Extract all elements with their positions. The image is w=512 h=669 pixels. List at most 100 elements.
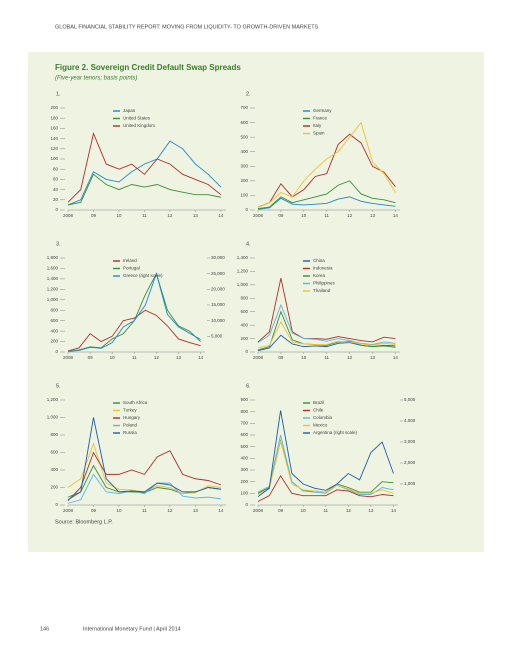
- y-tick-label: 800: [50, 307, 58, 312]
- y-tick-label: 300: [240, 467, 248, 472]
- y-tick-label: 400: [240, 149, 248, 154]
- series-line: [67, 473, 221, 504]
- figure-panel: [28, 52, 484, 552]
- series-line: [257, 474, 394, 502]
- y-tick-label: 200: [240, 178, 248, 183]
- y-tick-label: 1,200: [47, 287, 59, 292]
- y-tick-label: 800: [240, 409, 248, 414]
- y-tick-label: 0: [55, 207, 58, 212]
- legend-label: Germany: [313, 108, 332, 113]
- y-tick-label: 600: [50, 450, 58, 455]
- x-tick-label: 13: [370, 355, 376, 360]
- x-tick-label: 13: [368, 508, 374, 513]
- legend-label: Argentina (right scale): [313, 430, 358, 435]
- x-tick-label: 2008: [63, 355, 74, 360]
- x-tick-label: 13: [176, 355, 182, 360]
- legend-label: Chile: [313, 408, 324, 413]
- y-tick-label: 1,000: [47, 415, 59, 420]
- series-line: [257, 410, 394, 497]
- series-line: [257, 121, 396, 208]
- x-tick-label: 11: [132, 355, 137, 360]
- y2-tick-label: 10,000: [211, 318, 225, 323]
- series-line: [67, 272, 201, 352]
- series-line: [257, 310, 396, 351]
- panel-label: 5.: [56, 383, 61, 389]
- y-tick-label: 180: [50, 115, 58, 120]
- y-tick-label: 400: [50, 467, 58, 472]
- y-tick-label: 900: [240, 397, 248, 402]
- y-tick-label: 1,800: [47, 255, 59, 260]
- x-tick-label: 10: [116, 508, 122, 513]
- legend-label: Hungary: [123, 415, 141, 420]
- x-tick-label: 14: [218, 508, 224, 513]
- x-tick-label: 13: [193, 213, 199, 218]
- y-tick-label: 140: [50, 136, 58, 141]
- legend-label: Portugal: [123, 266, 140, 271]
- series-line: [67, 132, 222, 203]
- y2-tick-label: 15,000: [211, 302, 225, 307]
- figure-title: Figure 2. Sovereign Credit Default Swap …: [55, 63, 241, 72]
- legend-label: Thailand: [313, 288, 331, 293]
- legend-label: Poland: [123, 423, 138, 428]
- x-tick-label: 2008: [63, 213, 74, 218]
- y-tick-label: 200: [240, 336, 248, 341]
- y2-tick-label: 5,000: [404, 397, 416, 402]
- series-line: [257, 440, 394, 495]
- y-tick-label: 800: [50, 432, 58, 437]
- y2-tick-label: 5,000: [211, 334, 223, 339]
- figure-subtitle: (Five-year tenors; basis points): [55, 76, 137, 82]
- legend-label: Colombia: [313, 415, 333, 420]
- y-tick-label: 800: [240, 295, 248, 300]
- page-number: 146: [40, 626, 49, 632]
- panel-label: 4.: [246, 241, 251, 247]
- y-tick-label: 120: [50, 146, 58, 151]
- legend-label: Japan: [123, 108, 136, 113]
- legend-label: Philippines: [313, 281, 336, 286]
- y-tick-label: 600: [240, 309, 248, 314]
- y2-tick-label: 4,000: [404, 418, 416, 423]
- legend-label: Indonesia: [313, 266, 333, 271]
- y-tick-label: 160: [50, 126, 58, 131]
- x-tick-label: 10: [110, 355, 116, 360]
- x-tick-label: 2008: [253, 355, 264, 360]
- y-tick-label: 500: [240, 134, 248, 139]
- y2-tick-label: 1,000: [404, 481, 416, 486]
- y-tick-label: 200: [50, 485, 58, 490]
- x-tick-label: 12: [347, 213, 353, 218]
- legend-label: Mexico: [313, 423, 328, 428]
- x-tick-label: 11: [324, 213, 329, 218]
- legend-label: Korea: [313, 273, 326, 278]
- y-tick-label: 700: [240, 105, 248, 110]
- y2-tick-label: 2,000: [404, 460, 416, 465]
- y-tick-label: 1,400: [47, 276, 59, 281]
- footer-text: International Monetary Fund | April 2014: [83, 626, 181, 632]
- x-tick-label: 10: [116, 213, 122, 218]
- legend-label: China: [313, 258, 325, 263]
- series-line: [257, 180, 396, 209]
- series-line: [67, 450, 222, 501]
- y-tick-label: 100: [50, 156, 58, 161]
- x-tick-label: 09: [278, 213, 284, 218]
- x-tick-label: 14: [393, 355, 399, 360]
- x-tick-label: 12: [154, 355, 160, 360]
- x-tick-label: 11: [323, 508, 328, 513]
- series-line: [67, 309, 201, 352]
- legend-label: United Kingdom: [123, 123, 155, 128]
- x-tick-label: 11: [142, 508, 147, 513]
- x-tick-label: 10: [301, 355, 307, 360]
- y-tick-label: 400: [240, 322, 248, 327]
- y-tick-label: 300: [240, 163, 248, 168]
- y-tick-label: 1,200: [237, 269, 249, 274]
- x-tick-label: 14: [198, 355, 204, 360]
- series-line: [67, 140, 222, 206]
- panel-label: 1.: [56, 91, 61, 97]
- x-tick-label: 09: [91, 213, 97, 218]
- x-tick-label: 11: [324, 355, 329, 360]
- y2-tick-label: 25,000: [211, 271, 225, 276]
- y2-tick-label: 20,000: [211, 287, 225, 292]
- x-tick-label: 2008: [63, 508, 74, 513]
- series-line: [257, 133, 396, 208]
- y2-tick-label: 3,000: [404, 439, 416, 444]
- x-tick-label: 09: [88, 355, 94, 360]
